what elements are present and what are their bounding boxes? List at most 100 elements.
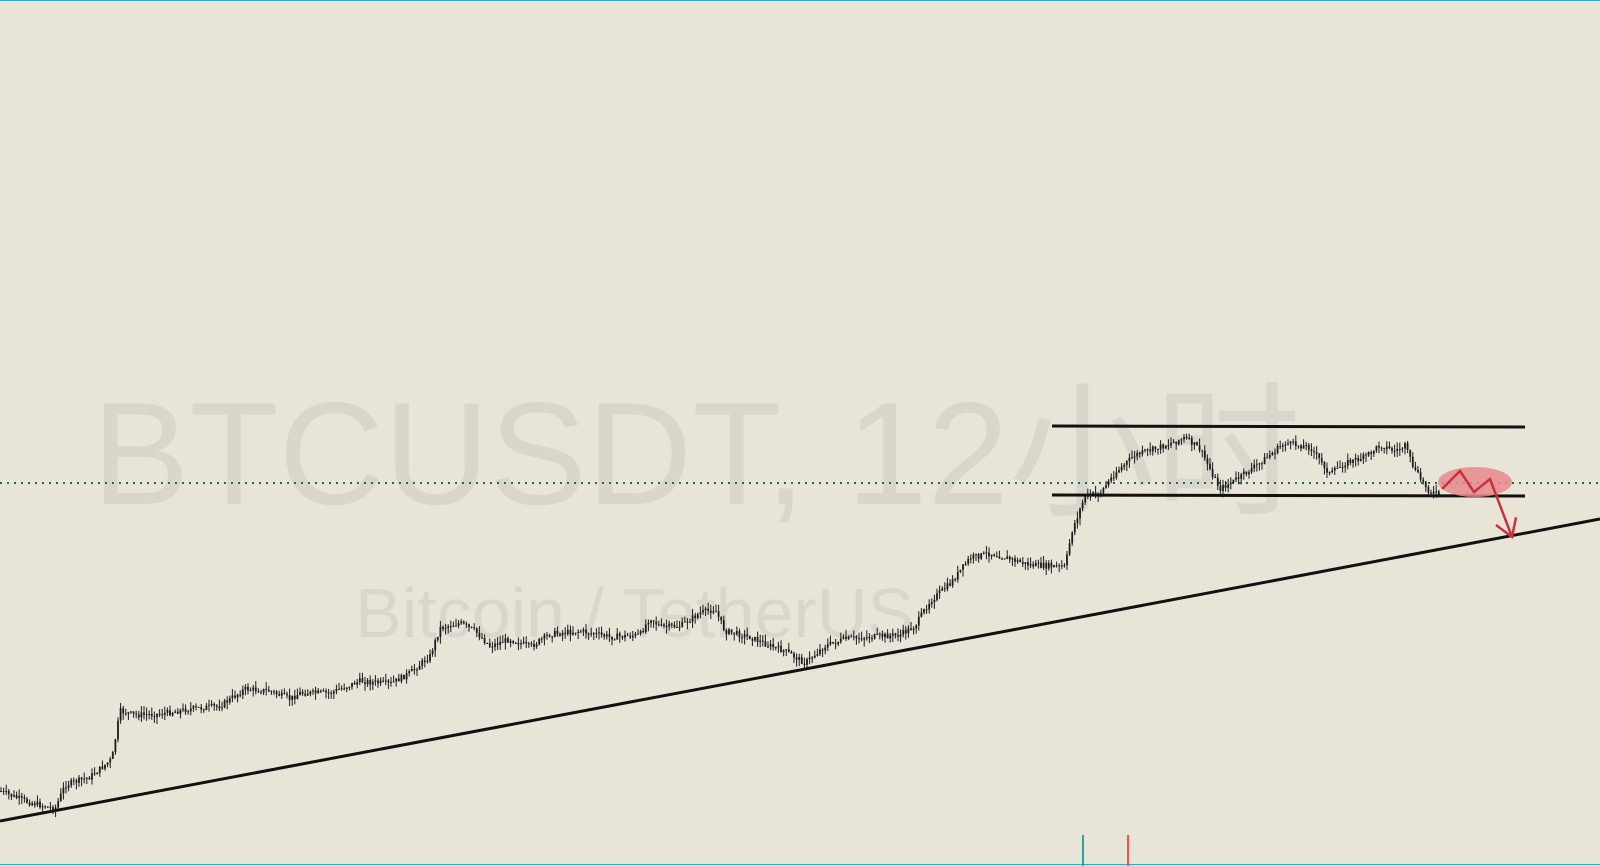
candle-body	[673, 624, 676, 628]
candle-body	[423, 660, 426, 662]
candle-body	[473, 627, 476, 629]
candle-body	[564, 632, 567, 635]
candle-body	[1214, 476, 1217, 478]
candle-body	[1250, 468, 1253, 473]
candle-body	[616, 633, 619, 640]
support-trendline-path	[0, 517, 1600, 823]
projection-drawing[interactable]	[1438, 467, 1518, 540]
candle-body	[1362, 454, 1365, 460]
candle-body	[137, 714, 140, 718]
candle-body	[1313, 451, 1315, 453]
candle-body	[1193, 442, 1196, 445]
candle-body	[421, 660, 424, 666]
candle-body	[444, 627, 447, 629]
candle-body	[507, 638, 509, 643]
candle-body	[608, 634, 611, 637]
candle-body	[975, 553, 977, 555]
candle-body	[787, 649, 790, 652]
candle-body	[1079, 508, 1081, 519]
candle-body	[358, 678, 361, 683]
range-lines[interactable]	[1051, 424, 1526, 498]
candle-body	[665, 625, 668, 627]
candle-body	[1086, 493, 1089, 497]
candle-body	[1437, 491, 1440, 496]
candle-body	[1112, 477, 1115, 479]
candle-body	[44, 806, 47, 808]
candle-body	[702, 610, 704, 613]
candle-body	[1107, 480, 1110, 486]
candle-body	[1001, 558, 1003, 560]
candle-body	[1346, 459, 1349, 466]
candle-body	[959, 569, 962, 572]
candle-body	[569, 629, 572, 635]
candle-body	[595, 633, 598, 635]
candle-body	[1300, 445, 1302, 449]
candle-body	[540, 638, 543, 640]
candle-body	[296, 694, 299, 700]
candle-body	[917, 616, 920, 626]
candle-body	[572, 632, 574, 635]
candle-body	[1128, 457, 1131, 462]
candle-body	[998, 556, 1001, 559]
candle-body	[52, 807, 54, 812]
candle-body	[764, 641, 767, 647]
candle-body	[403, 674, 405, 680]
candle-body	[720, 616, 723, 621]
candle-body	[1032, 564, 1035, 567]
candle-body	[340, 688, 343, 690]
candle-body	[1162, 444, 1165, 449]
candle-body	[832, 641, 834, 644]
candle-body	[642, 631, 645, 633]
candle-body	[1336, 467, 1339, 469]
candle-body	[631, 635, 634, 638]
candle-body	[657, 624, 660, 626]
candle-body	[951, 579, 954, 586]
candle-body	[228, 697, 231, 703]
candle-body	[481, 637, 483, 639]
candle-body	[1058, 565, 1061, 567]
candle-body	[533, 643, 535, 647]
candle-body	[1284, 444, 1287, 446]
candle-body	[920, 612, 923, 617]
candle-body	[639, 631, 642, 634]
candle-body	[104, 764, 106, 769]
candle-body	[1258, 463, 1261, 465]
candle-body	[761, 640, 764, 642]
candle-body	[452, 625, 455, 627]
candle-body	[852, 636, 855, 638]
candle-body	[1248, 472, 1250, 475]
candle-body	[1253, 464, 1256, 469]
candle-body	[897, 635, 899, 637]
candle-body	[899, 634, 902, 637]
candle-body	[195, 706, 197, 708]
candle-body	[1333, 467, 1336, 471]
candle-body	[577, 631, 580, 633]
candle-body	[189, 708, 192, 712]
candle-body	[327, 692, 330, 694]
candle-body	[46, 806, 49, 808]
candle-body	[223, 700, 226, 708]
candle-body	[1144, 449, 1146, 451]
candle-body	[436, 636, 439, 640]
candle-body	[153, 716, 156, 718]
candle-body	[174, 711, 177, 713]
candle-body	[241, 689, 244, 696]
candle-body	[288, 695, 291, 700]
candle-body	[1310, 449, 1313, 452]
candle-body	[351, 682, 353, 687]
candle-body	[884, 633, 886, 638]
candle-body	[527, 643, 530, 645]
candle-body	[384, 680, 387, 682]
candle-body	[923, 609, 925, 613]
candle-body	[1084, 496, 1087, 503]
support-trendline[interactable]	[0, 517, 1600, 823]
candle-body	[1404, 443, 1406, 449]
candle-body	[522, 642, 525, 644]
candle-body	[624, 634, 626, 638]
candle-body	[1411, 456, 1414, 467]
candle-body	[941, 588, 944, 591]
candle-body	[881, 633, 884, 638]
candle-body	[590, 633, 593, 635]
candle-body	[715, 611, 717, 613]
